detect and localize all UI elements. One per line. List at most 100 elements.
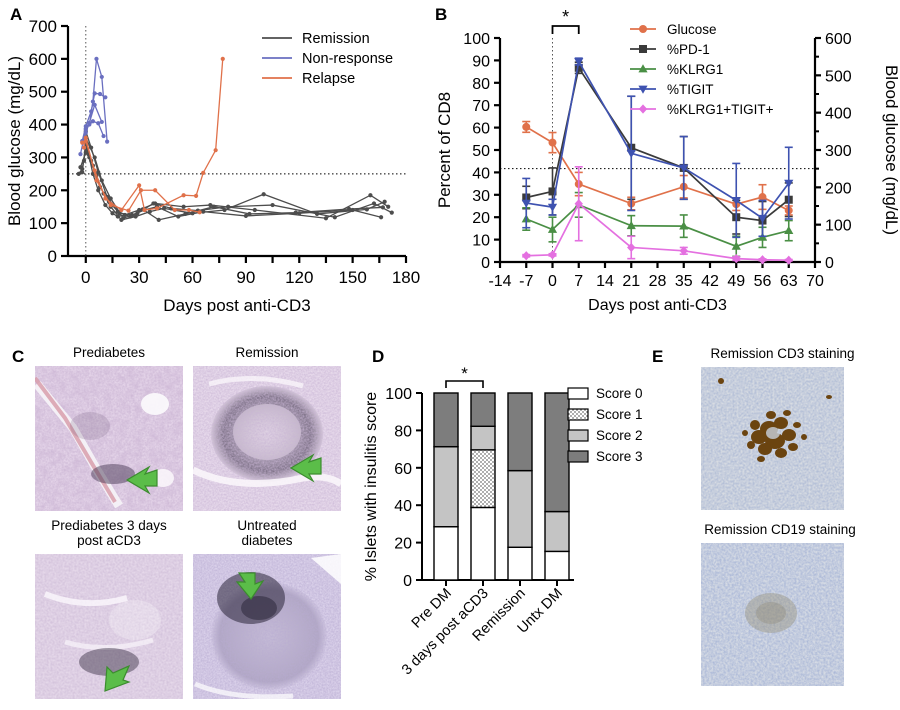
- panel-c-image-3-title: Prediabetes 3 days post aCD3: [26, 518, 192, 548]
- bar-segment: [544, 550, 570, 581]
- bar-segment: [470, 506, 496, 581]
- data-point: [156, 217, 161, 222]
- y-tick-label-right: 100: [825, 218, 852, 235]
- series-line-8: [85, 102, 103, 134]
- data-point: [80, 140, 85, 145]
- panel-c-letter: C: [12, 347, 25, 366]
- data-point: [103, 95, 108, 100]
- data-point: [208, 202, 213, 208]
- data-point: [679, 246, 688, 256]
- x-axis-label: Days post anti-CD3: [163, 296, 310, 315]
- panel-c-image-1-title: Prediabetes: [72, 345, 146, 360]
- data-point: [731, 241, 741, 250]
- data-point: [96, 188, 101, 193]
- data-point: [574, 63, 583, 72]
- data-point: [784, 225, 794, 235]
- legend-swatch-3: [567, 450, 589, 463]
- x-tick-label: 0: [548, 273, 557, 290]
- x-axis-label: Days post anti-CD3: [588, 297, 727, 314]
- x-tick-label: 60: [183, 268, 202, 287]
- bar-segment: [544, 510, 570, 553]
- legend-marker-2: [638, 64, 648, 73]
- y-tick-label: 100: [29, 214, 57, 233]
- data-point: [332, 215, 337, 220]
- bar-segment: [470, 425, 496, 451]
- series-line-0: [525, 126, 790, 212]
- data-point: [378, 215, 384, 220]
- data-point: [548, 138, 557, 147]
- legend-label-3: %TIGIT: [667, 82, 714, 97]
- data-point: [153, 188, 158, 193]
- x-tick-label: 56: [754, 273, 772, 290]
- data-point: [151, 201, 156, 206]
- data-point: [83, 130, 88, 135]
- y-tick-label-right: 500: [825, 68, 852, 85]
- data-point: [78, 165, 83, 170]
- data-point: [87, 120, 92, 126]
- panel-b-legend: Glucose %PD-1 %KLRG1 %TIGIT %KLRG1+TIGIT+: [630, 22, 774, 117]
- data-point: [380, 205, 385, 210]
- data-point: [758, 193, 767, 202]
- legend-marker-0: [639, 25, 647, 33]
- data-point: [548, 250, 557, 260]
- data-point: [92, 91, 97, 96]
- green-arrow-icon: [125, 465, 158, 495]
- panel-c-image-4-title: Untreated diabetes: [193, 518, 341, 548]
- y-axis-label-left: Percent of CD8: [435, 92, 454, 208]
- data-point: [574, 58, 584, 67]
- data-point: [270, 202, 275, 208]
- data-point: [626, 220, 636, 230]
- x-tick-label: -14: [488, 273, 511, 290]
- series-line-4: [526, 202, 789, 262]
- data-point: [96, 170, 101, 175]
- x-tick-label: 90: [236, 268, 255, 287]
- data-point: [90, 119, 96, 124]
- data-point: [101, 133, 106, 139]
- panel-a-legend: Remission Non-response Relapse: [262, 31, 393, 87]
- data-point: [137, 183, 142, 188]
- data-point: [78, 152, 83, 157]
- y-tick-label-left: 50: [472, 143, 490, 160]
- data-point: [183, 211, 188, 217]
- bar-segment: [507, 469, 533, 548]
- data-point: [548, 187, 557, 196]
- y-tick-label-left: 80: [472, 76, 490, 93]
- y-tick-label-left: 100: [463, 31, 490, 48]
- data-point: [243, 213, 248, 219]
- data-point: [784, 255, 793, 265]
- legend-label-4: %KLRG1+TIGIT+: [667, 102, 774, 117]
- data-point: [99, 119, 104, 125]
- data-point: [261, 192, 266, 197]
- data-point: [382, 199, 387, 204]
- panel-d-legend: Score 0 Score 1 Score 2 Score 3: [567, 386, 643, 464]
- y-tick-label-left: 60: [472, 121, 490, 138]
- legend-swatch-2: [567, 429, 589, 442]
- panel-d: D 0 20 40 60 80 100 Pre DM 3 days post aCD3 Remi…: [350, 335, 650, 710]
- green-arrow-icon: [235, 572, 265, 601]
- panel-c-image-3: [35, 554, 183, 699]
- data-point: [133, 214, 138, 219]
- x-tick-label: 30: [130, 268, 149, 287]
- x-tick-label: 49: [727, 273, 745, 290]
- legend-marker-3: [638, 85, 648, 94]
- data-point: [757, 214, 768, 224]
- y-tick-label: 100: [385, 386, 412, 403]
- x-tick-label: 63: [780, 273, 798, 290]
- data-point: [547, 203, 558, 212]
- panel-e-image-2: [701, 543, 844, 686]
- y-tick-label: 80: [394, 423, 412, 440]
- data-point: [197, 210, 202, 215]
- panel-e: E Remission CD3 staining Remission CD19 …: [640, 335, 900, 710]
- y-tick-label-right: 600: [825, 31, 852, 48]
- data-point: [105, 139, 110, 144]
- green-arrow-icon: [104, 664, 131, 692]
- y-tick-label: 400: [29, 116, 57, 135]
- data-point: [252, 207, 257, 213]
- data-point: [346, 206, 352, 212]
- legend-marker-4: [638, 104, 648, 114]
- green-arrow-icon: [289, 453, 322, 483]
- y-axis-label: Blood glucose (mg/dL): [5, 56, 24, 226]
- y-tick-label-left: 70: [472, 98, 490, 115]
- legend-label-1: Score 1: [596, 407, 643, 422]
